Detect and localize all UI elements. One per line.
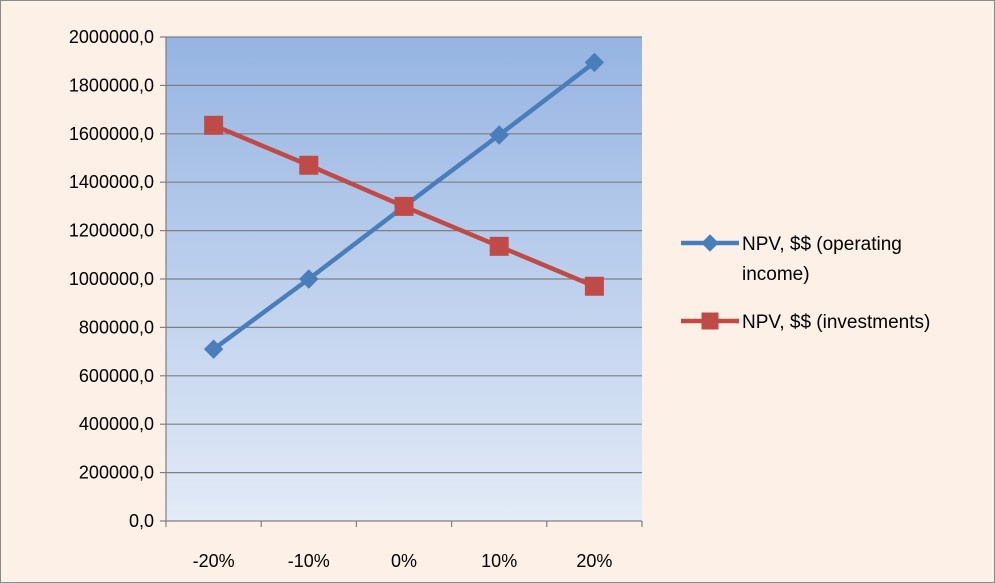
y-tick-label: 2000000,0 [69, 27, 154, 47]
data-point-diamond [701, 234, 719, 252]
y-tick-label: 1400000,0 [69, 172, 154, 192]
x-tick-label: 20% [576, 551, 612, 571]
data-point-diamond [299, 269, 319, 289]
y-tick-label: 800000,0 [79, 317, 154, 337]
data-point-square [204, 115, 224, 135]
legend-item-1: NPV, $$ (operating income) [681, 234, 902, 285]
legend-label: income) [742, 264, 810, 285]
y-tick-label: 600000,0 [79, 366, 154, 386]
x-tick-label: 0% [391, 551, 417, 571]
y-tick-label: 1000000,0 [69, 269, 154, 289]
y-tick-label: 200000,0 [79, 463, 154, 483]
y-tick-label: 1600000,0 [69, 124, 154, 144]
data-point-square [299, 155, 319, 175]
y-tick-label: 0,0 [129, 511, 154, 531]
data-point-diamond [584, 52, 605, 73]
legend-item-2: NPV, $$ (investments) [681, 312, 930, 333]
legend-label: NPV, $$ (operating [742, 234, 902, 255]
y-tick-label: 400000,0 [79, 414, 154, 434]
gridlines [166, 36, 642, 474]
axes: 0,0 200000,0 400000,0 600000,0 800000,0 10000… [69, 27, 643, 571]
data-point-diamond [203, 339, 224, 359]
x-tick-label: -10% [288, 551, 330, 571]
series-2 [204, 115, 604, 296]
legend: NPV, $$ (operating income) NPV, $$ (invest… [681, 234, 930, 333]
legend-label: NPV, $$ (investments) [742, 312, 930, 333]
data-point-square [394, 196, 414, 216]
y-tick-label: 1200000,0 [69, 221, 154, 241]
data-point-square [701, 312, 719, 330]
data-point-square [584, 276, 604, 296]
x-tick-label: -20% [193, 551, 235, 571]
data-point-diamond [489, 125, 509, 145]
data-point-square [489, 236, 509, 256]
x-tick-label: 10% [481, 551, 517, 571]
y-tick-label: 1800000,0 [69, 75, 154, 95]
series-layer [203, 52, 605, 359]
